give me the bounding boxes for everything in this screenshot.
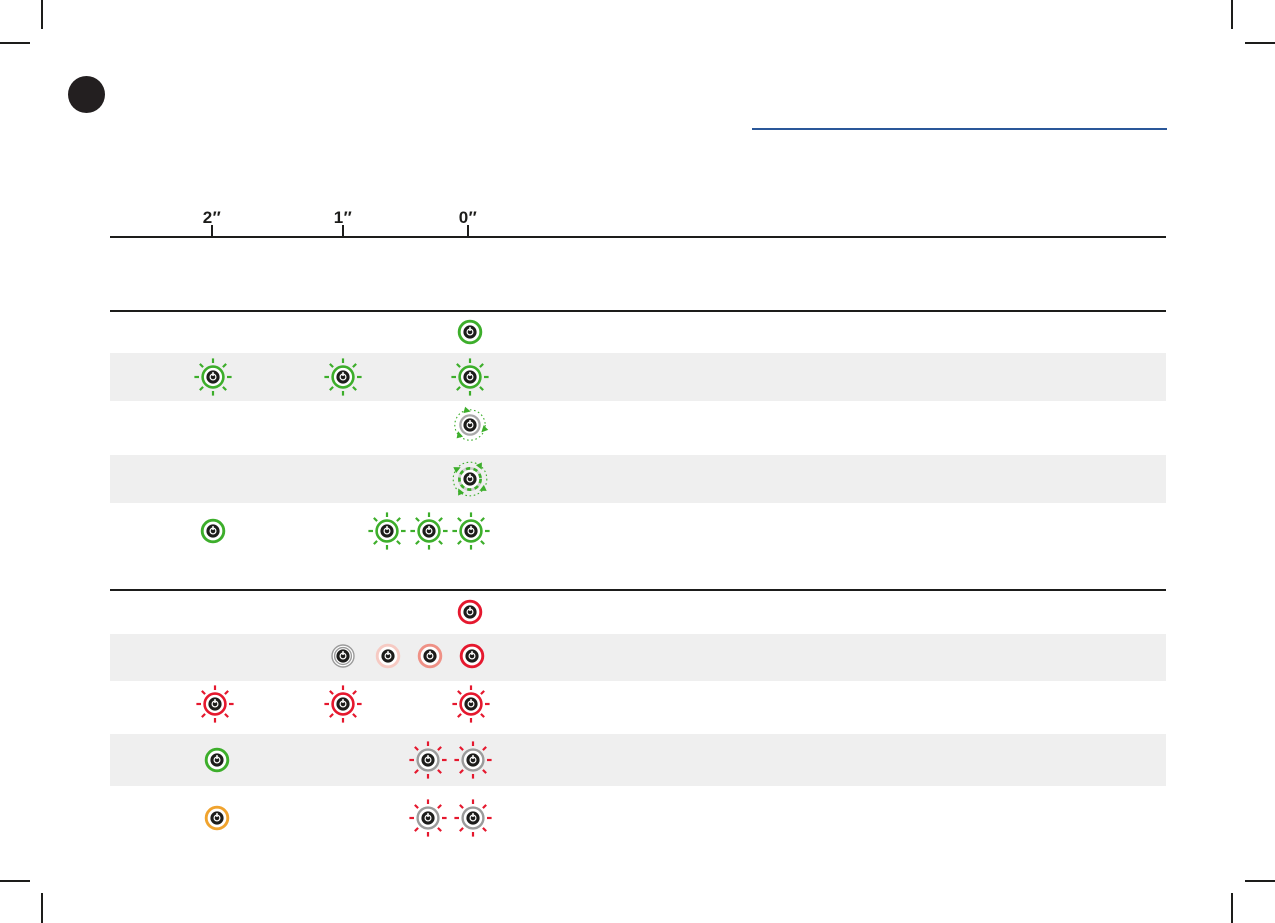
timeline-tick [467,225,469,236]
led-red-fade-2-icon [402,628,458,684]
led-green-solid-icon [442,304,498,360]
timeline-axis [110,236,1166,238]
crop-mark-top-right-vertical [1231,0,1233,29]
row-band [110,353,1166,401]
page-marker-dot [68,76,105,113]
led-red-solid-icon [444,628,500,684]
crop-mark-top-right-horizontal [1245,42,1275,44]
row-band [110,734,1166,786]
led-red-blinking-icon [443,676,499,732]
led-red-blinking-dim-icon [400,790,456,846]
timeline-tick-label: 1″ [333,208,353,227]
timeline-tick [342,225,344,236]
led-red-blinking-dim-icon [445,732,501,788]
led-green-solid-icon [185,503,241,559]
led-orange-solid-icon [189,790,245,846]
led-green-blinking-icon [315,349,371,405]
led-red-blinking-dim-icon [400,732,456,788]
crop-mark-bottom-right-horizontal [1245,880,1275,882]
led-red-blinking-icon [315,676,371,732]
section-divider [110,589,1166,591]
crop-mark-top-left-vertical [41,0,43,29]
led-red-fade-1-icon [360,628,416,684]
header-rule [752,128,1167,130]
led-green-blinking-icon [359,503,415,559]
row-band [110,455,1166,503]
led-red-solid-icon [442,584,498,640]
led-rotating-segments-icon [442,451,498,507]
timeline-tick [211,225,213,236]
led-off-icon [315,628,371,684]
crop-mark-bottom-right-vertical [1231,893,1233,923]
led-rotating-ring-icon [442,397,498,453]
led-red-blinking-icon [187,676,243,732]
timeline-tick-label: 2″ [202,208,222,227]
led-green-blinking-icon [185,349,241,405]
led-green-blinking-icon [442,349,498,405]
row-band [110,634,1166,681]
led-green-blinking-icon [401,503,457,559]
led-green-solid-icon [189,732,245,788]
crop-mark-bottom-left-vertical [41,893,43,923]
timeline-tick-label: 0″ [458,208,478,227]
section-divider [110,310,1166,312]
crop-mark-bottom-left-horizontal [0,880,30,882]
led-red-blinking-dim-icon [445,790,501,846]
crop-mark-top-left-horizontal [0,42,30,44]
led-green-blinking-icon [443,503,499,559]
